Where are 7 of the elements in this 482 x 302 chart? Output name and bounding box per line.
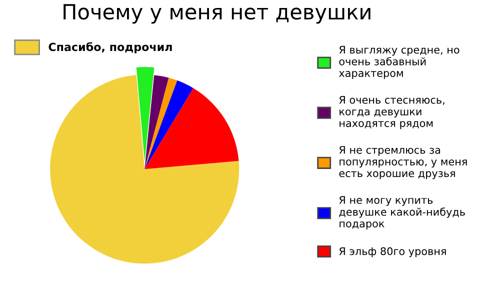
chart-title: Почему у меня нет девушки [64,4,370,24]
legend-label: Я эльф 80го уровня [339,247,446,258]
legend-label: Я очень стесняюсь, когда девушки находятся рядом [339,96,444,130]
legend-label: Я выгляжу средне, но очень забавный характером [338,46,460,80]
legend-label: Спасибо, подрочил [48,42,172,54]
legend-label: Я не могу купить девушке какой-нибудь подарок [339,196,465,230]
legend-label: Я не стремлюсь за популярностью, у меня есть хорошие друзья [339,146,467,180]
